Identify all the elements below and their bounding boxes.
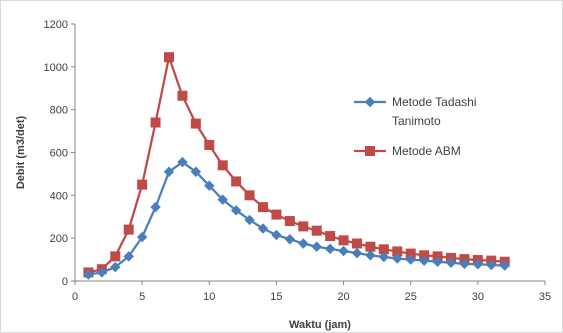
y-tick-label: 200 [50, 233, 68, 245]
data-point [378, 251, 390, 263]
data-point [338, 245, 349, 257]
y-tick-label: 1200 [44, 19, 68, 31]
data-point [177, 156, 188, 168]
legend-label: Metode Tadashi [392, 95, 477, 109]
x-tick-label: 35 [539, 291, 551, 303]
legend-label: Tanimoto [392, 114, 441, 128]
data-point [244, 214, 255, 226]
data-point [298, 221, 309, 232]
data-point [244, 190, 255, 201]
data-point [177, 90, 188, 101]
y-axis-ticks: 0 200 400 600 800 1000 1200 [44, 19, 75, 288]
data-point [392, 253, 403, 264]
y-axis-title: Debit (m3/det) [15, 115, 27, 189]
data-point [445, 257, 457, 269]
data-point [204, 140, 215, 151]
data-point [190, 118, 201, 129]
data-point [204, 180, 215, 191]
data-point [486, 259, 497, 271]
data-point [365, 241, 376, 252]
data-point [258, 202, 268, 213]
legend-marker [365, 146, 375, 156]
series-group [83, 52, 510, 280]
data-point [338, 235, 349, 246]
data-point [123, 224, 134, 235]
legend-label: Metode ABM [392, 144, 461, 158]
legend-item: Metode ABM [354, 144, 461, 158]
data-point [351, 247, 363, 259]
x-axis-ticks: 0 5 10 15 20 25 30 35 [72, 281, 551, 303]
y-tick-label: 1000 [44, 62, 68, 74]
data-point [83, 269, 94, 280]
data-point [96, 267, 108, 278]
data-point [324, 243, 336, 255]
data-point [499, 260, 510, 271]
data-point [123, 251, 134, 262]
x-tick-label: 20 [337, 291, 349, 303]
data-point [217, 160, 228, 171]
data-point [311, 241, 322, 252]
data-point [137, 179, 148, 190]
data-point [136, 231, 148, 243]
data-point [110, 251, 121, 262]
data-point [271, 209, 282, 220]
data-point [352, 238, 362, 249]
legend: Metode Tadashi Tanimoto Metode ABM [354, 95, 477, 158]
data-point [472, 259, 484, 270]
data-point [405, 254, 416, 265]
data-point [217, 194, 228, 205]
x-axis-title: Waktu (jam) [289, 319, 351, 331]
data-point [432, 256, 443, 267]
y-tick-label: 600 [50, 148, 68, 160]
data-point [163, 166, 175, 177]
legend-item: Metode Tadashi Tanimoto [354, 95, 477, 128]
y-tick-label: 400 [50, 190, 68, 202]
y-tick-label: 0 [62, 276, 68, 288]
legend-marker [364, 96, 376, 108]
data-point [230, 205, 242, 216]
series-tadashi-tanimoto [83, 156, 510, 280]
data-point [271, 229, 282, 241]
x-tick-label: 30 [472, 291, 484, 303]
data-point [190, 166, 202, 177]
data-point [231, 176, 242, 187]
x-tick-label: 5 [139, 291, 145, 303]
data-point [110, 261, 121, 273]
data-point [365, 250, 376, 261]
x-tick-label: 25 [405, 291, 417, 303]
data-point [150, 201, 161, 213]
data-point [164, 52, 174, 63]
data-point [257, 223, 269, 234]
x-tick-label: 10 [203, 291, 215, 303]
data-point [325, 231, 336, 242]
data-point [311, 225, 322, 236]
data-point [150, 117, 161, 128]
data-point [459, 258, 470, 270]
data-point [284, 234, 296, 245]
x-tick-label: 0 [72, 291, 78, 303]
data-point [284, 216, 295, 227]
y-tick-label: 800 [50, 105, 68, 117]
data-point [298, 238, 309, 249]
data-point [418, 255, 430, 266]
x-tick-label: 15 [270, 291, 282, 303]
